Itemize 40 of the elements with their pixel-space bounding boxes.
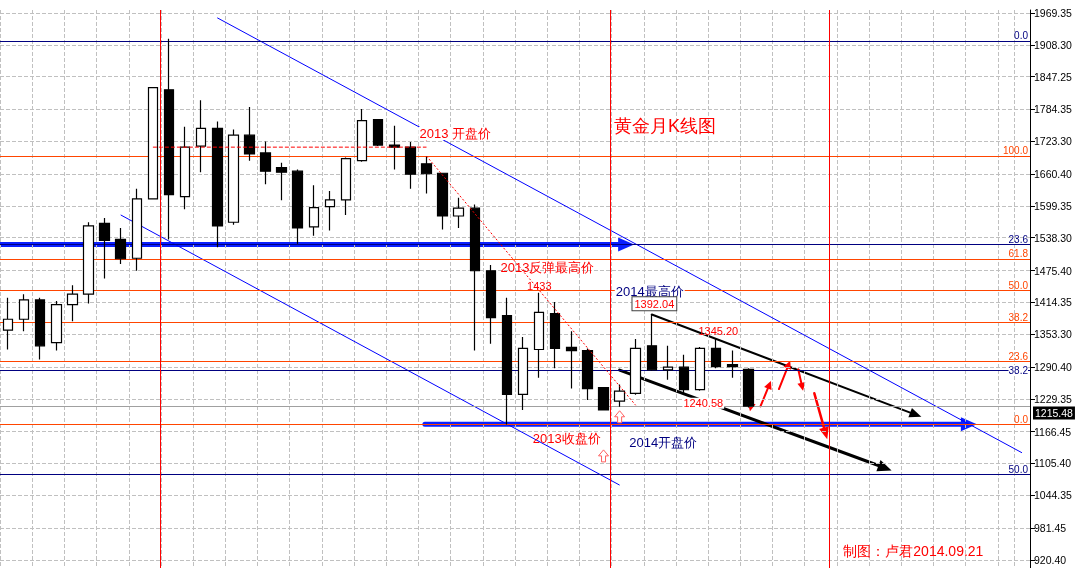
- y-tick-label: 1784.35: [1034, 103, 1073, 116]
- y-tick-label: 981.45: [1034, 522, 1067, 535]
- annotation: 2013反弹最高价: [500, 260, 595, 276]
- annotation: 61.8: [1008, 248, 1029, 260]
- annotation: 1345.20: [698, 325, 739, 338]
- y-tick-label: 1166.45: [1034, 425, 1072, 438]
- annotation: 23.6: [1008, 233, 1029, 245]
- y-tick-label: 1105.40: [1034, 457, 1072, 470]
- annotation: 1240.58: [683, 397, 724, 410]
- y-tick-label: 1599.35: [1034, 199, 1073, 212]
- y-tick-label: 920.40: [1034, 553, 1067, 566]
- annotation: 2013收盘价: [532, 430, 601, 446]
- y-tick-label: 1969.35: [1034, 6, 1073, 19]
- annotation: 38.2: [1008, 311, 1029, 323]
- annotation: 2014开盘价: [629, 434, 698, 450]
- annotation: 100.0: [1002, 145, 1029, 157]
- y-tick-label: 1229.35: [1034, 392, 1073, 405]
- y-tick-label: 1290.40: [1034, 361, 1073, 374]
- annotation: 0.0: [1014, 30, 1029, 42]
- y-tick-label: 1414.35: [1034, 296, 1073, 309]
- y-tick-label: 1538.30: [1034, 231, 1073, 244]
- annotation: 2014最高价: [615, 283, 684, 299]
- y-tick-label: 1044.35: [1034, 489, 1073, 502]
- annotation: 制图：卢君2014.09.21: [843, 543, 984, 560]
- annotation: 38.2: [1008, 364, 1029, 376]
- y-tick-label: 1475.40: [1034, 264, 1073, 277]
- annotation: 0.0: [1014, 413, 1029, 425]
- annotation: 23.6: [1008, 350, 1029, 362]
- y-tick-label: 1847.25: [1034, 70, 1073, 83]
- annotation: 50.0: [1008, 463, 1029, 475]
- y-tick-label: 1908.30: [1034, 38, 1073, 51]
- text: 黄金月K线图: [614, 116, 717, 136]
- y-tick-label: 1723.30: [1034, 135, 1073, 148]
- y-tick-label: 1660.40: [1034, 168, 1073, 181]
- ref-line-label: 1215.48: [1035, 407, 1074, 420]
- annotation: 1392.04: [634, 297, 675, 310]
- annotation: 50.0: [1008, 279, 1029, 291]
- annotation: 2013 开盘价: [419, 125, 491, 141]
- y-tick-label: 1353.30: [1034, 328, 1073, 341]
- annotation: 1433: [527, 280, 552, 293]
